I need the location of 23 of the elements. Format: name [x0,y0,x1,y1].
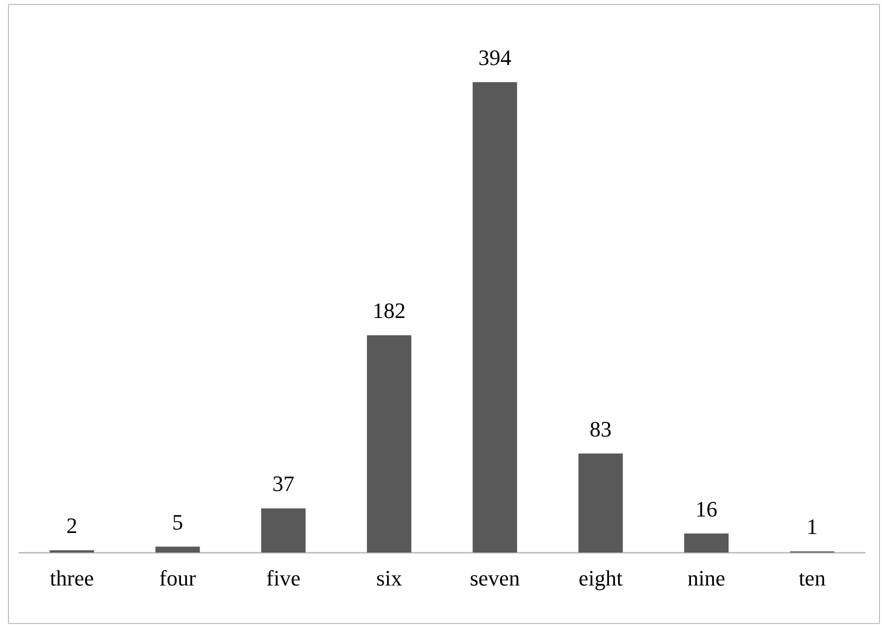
bar [578,454,623,553]
x-tick-label: six [376,566,402,591]
data-label: 1 [806,514,818,540]
x-tick-label: ten [798,566,826,591]
data-label: 16 [695,496,718,522]
data-label: 182 [372,298,406,324]
bar [366,335,412,553]
bar [472,82,518,553]
x-tick-label: eight [578,566,623,591]
bar [50,550,94,553]
x-tick-label: nine [687,566,726,591]
x-tick-label: seven [470,566,520,591]
x-tick-label: three [50,566,94,591]
bar [684,533,729,553]
data-label: 394 [478,44,512,70]
x-tick-label: five [266,566,300,591]
bar [261,508,306,553]
bar [155,546,200,553]
x-tick-label: four [159,566,197,591]
data-label: 2 [66,512,78,538]
data-label: 37 [272,471,294,496]
data-label: 83 [590,416,612,442]
data-label: 5 [172,509,184,534]
